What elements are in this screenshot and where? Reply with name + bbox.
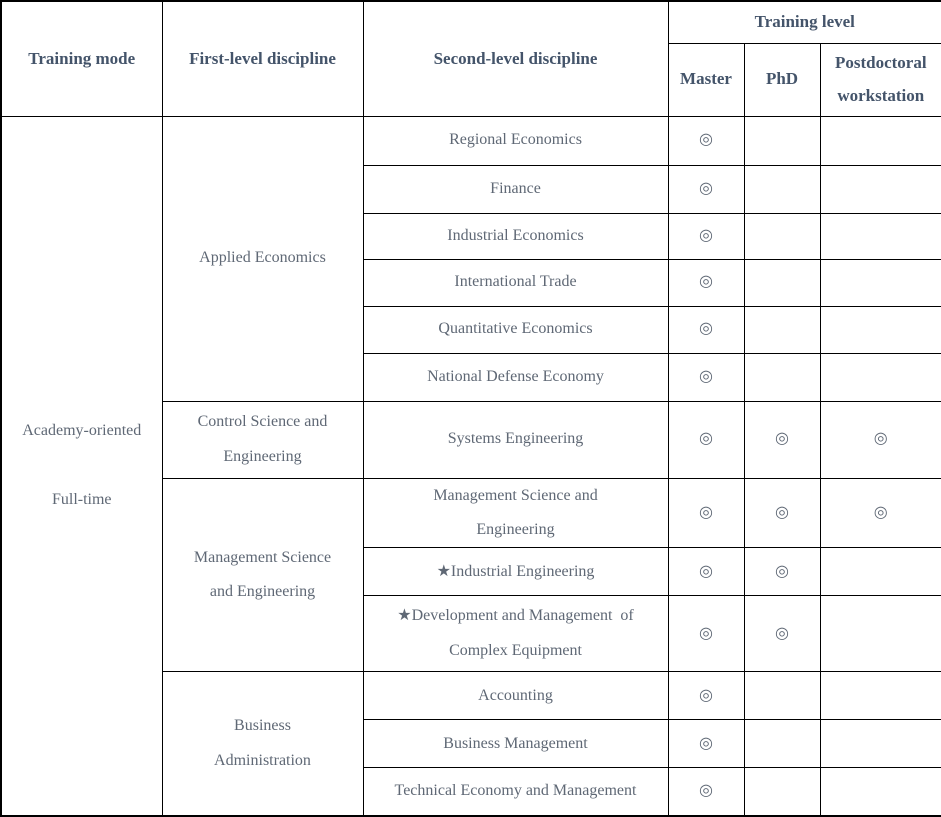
mark-postdoc [819, 305, 941, 354]
first-level-management-science: Management Science and Engineering [161, 477, 364, 673]
mark-phd: ◎ [743, 400, 821, 479]
header-first-level-discipline: First-level discipline [161, 0, 364, 117]
mark-phd [743, 115, 821, 166]
mark-postdoc [819, 258, 941, 307]
mark-postdoc: ◎ [819, 400, 941, 479]
table-row: Academy-oriented Full-time Applied Econo… [0, 115, 941, 817]
mark-postdoc [819, 212, 941, 260]
second-level-cell: Management Science and Engineering [362, 477, 669, 549]
second-level-cell: Systems Engineering [362, 400, 669, 479]
mark-phd: ◎ [743, 595, 821, 673]
mark-postdoc [819, 115, 941, 166]
mark-postdoc [819, 547, 941, 597]
mark-postdoc [819, 595, 941, 673]
mark-phd [743, 305, 821, 354]
mark-postdoc [819, 164, 941, 214]
second-level-cell: Accounting [362, 671, 669, 721]
table-row: ★Development and Management of Complex E… [1, 595, 941, 673]
table-row: National Defense Economy ◎ [1, 352, 941, 402]
mark-postdoc [819, 352, 941, 402]
header-master: Master [667, 42, 745, 117]
table-row: Finance ◎ [1, 164, 941, 214]
mark-master: ◎ [667, 719, 745, 769]
training-mode-cell: Academy-oriented Full-time [0, 115, 163, 817]
table-row: International Trade ◎ [1, 258, 941, 307]
table-row: Control Science and Engineering Systems … [1, 400, 941, 479]
mark-master: ◎ [667, 671, 745, 721]
second-level-cell: Business Management [362, 719, 669, 769]
table-row: Business Management ◎ [1, 719, 941, 769]
mark-phd [743, 719, 821, 769]
header-phd: PhD [743, 42, 821, 117]
header-training-mode: Training mode [0, 0, 163, 117]
mark-master: ◎ [667, 352, 745, 402]
second-level-cell: International Trade [362, 258, 669, 307]
first-level-control-science: Control Science and Engineering [161, 400, 364, 479]
first-level-business-administration: Business Administration [161, 671, 364, 817]
second-level-cell: Quantitative Economics [362, 305, 669, 354]
mark-master: ◎ [667, 547, 745, 597]
mark-postdoc [819, 719, 941, 769]
mark-master: ◎ [667, 595, 745, 673]
table-row: Quantitative Economics ◎ [1, 305, 941, 354]
header-row-top: Training mode First-level discipline Sec… [0, 0, 941, 117]
first-level-applied-economics: Applied Economics [161, 115, 364, 402]
mark-master: ◎ [667, 212, 745, 260]
mark-phd [743, 164, 821, 214]
header-second-level-discipline: Second-level discipline [362, 0, 669, 117]
mark-master: ◎ [667, 305, 745, 354]
second-level-cell: ★Development and Management of Complex E… [362, 595, 669, 673]
mark-phd [743, 671, 821, 721]
mark-phd: ◎ [743, 547, 821, 597]
second-level-cell: Industrial Economics [362, 212, 669, 260]
table-row: ★Industrial Engineering ◎ ◎ [1, 547, 941, 597]
mark-phd [743, 258, 821, 307]
mark-postdoc [819, 671, 941, 721]
mark-master: ◎ [667, 164, 745, 214]
mark-master: ◎ [667, 477, 745, 549]
header-postdoctoral-workstation: Postdoctoral workstation [819, 42, 941, 117]
header-training-level: Training level [667, 0, 941, 44]
mark-phd [743, 352, 821, 402]
table-row: Industrial Economics ◎ [1, 212, 941, 260]
second-level-cell: ★Industrial Engineering [362, 547, 669, 597]
mark-phd: ◎ [743, 477, 821, 549]
mark-master: ◎ [667, 400, 745, 479]
second-level-cell: Regional Economics [362, 115, 669, 166]
second-level-cell: Finance [362, 164, 669, 214]
mark-master: ◎ [667, 258, 745, 307]
mark-postdoc: ◎ [819, 477, 941, 549]
mark-master: ◎ [667, 115, 745, 166]
second-level-cell: National Defense Economy [362, 352, 669, 402]
mark-phd [743, 212, 821, 260]
